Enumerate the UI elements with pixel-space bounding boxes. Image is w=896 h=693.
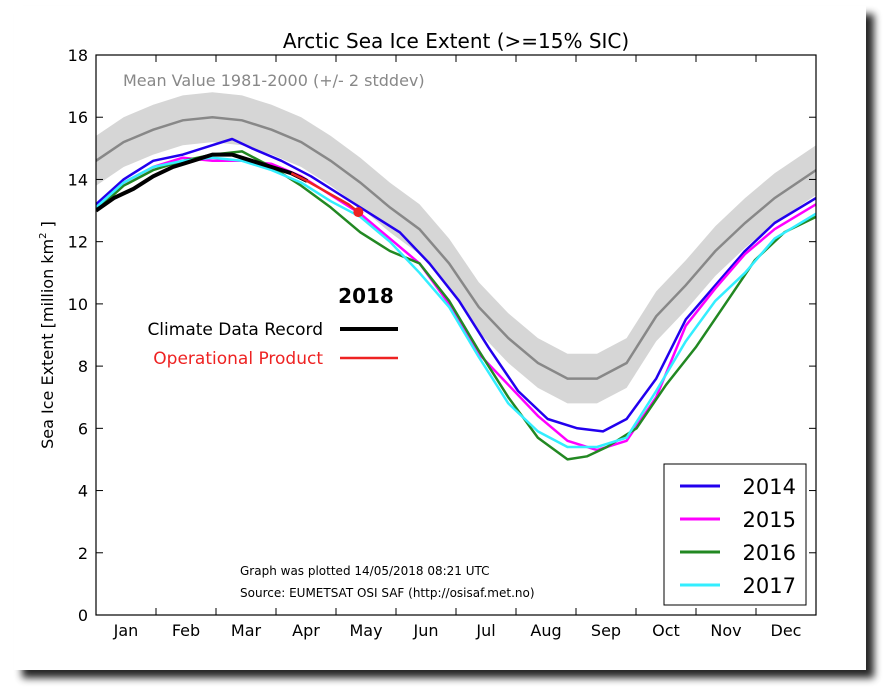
plot-source: Source: EUMETSAT OSI SAF (http://osisaf.… [240,586,535,600]
month-label-jan: Jan [113,621,139,640]
series-line-2014 [96,137,816,433]
y-tick-label: 18 [68,46,88,65]
month-label-jun: Jun [413,621,439,640]
month-label-may: May [349,621,382,640]
current-value-marker [353,207,364,218]
plot-timestamp: Graph was plotted 14/05/2018 08:21 UTC [240,564,490,578]
stddev-band [96,92,816,404]
month-label-dec: Dec [771,621,802,640]
mean-line [96,115,816,380]
y-tick-label: 2 [78,544,88,563]
year-heading: 2018 [338,284,394,308]
legend-label-2017: 2017 [743,574,796,598]
y-axis-label: Sea Ice Extent [million km2 ] [38,221,57,449]
series-line-climate-data-record [96,152,308,213]
month-label-jul: Jul [475,621,495,640]
y-axis-label-end: ] [38,221,57,232]
month-label-mar: Mar [231,621,262,640]
month-label-oct: Oct [652,621,680,640]
x-axis: Jan Feb Mar Apr May Jun Jul Aug Sep Oct Nov Dec [113,55,802,640]
month-label-sep: Sep [591,621,621,640]
legend-label-operational-product: Operational Product [153,349,323,369]
y-tick-label: 8 [78,357,88,376]
y-tick-label: 12 [68,233,88,252]
y-tick-label: 4 [78,482,88,501]
month-label-aug: Aug [530,621,561,640]
legend-label-2014: 2014 [743,475,796,499]
series-line-operational-product [290,172,360,214]
mean-value-label: Mean Value 1981-2000 (+/- 2 stddev) [123,71,425,90]
y-tick-label: 10 [68,295,88,314]
year-legend: 2014 2015 2016 2017 [663,463,807,606]
y-tick-label: 0 [78,606,88,625]
legend-label-2016: 2016 [743,541,796,565]
y-tick-label: 6 [78,419,88,438]
y-tick-label: 14 [68,170,88,189]
series-line-2015 [96,156,816,452]
series-layer [96,115,816,461]
y-axis: 0 2 4 6 8 10 12 14 16 18 [68,46,816,625]
month-label-feb: Feb [172,621,200,640]
month-label-apr: Apr [292,621,320,640]
y-axis-label-superscript: 2 [38,232,49,238]
chart-title: Arctic Sea Ice Extent (>=15% SIC) [283,29,629,53]
month-label-nov: Nov [710,621,741,640]
y-axis-label-main: Sea Ice Extent [million km [38,239,57,449]
legend-label-2015: 2015 [743,508,796,532]
series-line-2017 [96,156,816,449]
data-source-legend: Climate Data Record Operational Product [147,320,398,369]
plot-area [96,92,816,461]
y-tick-label: 16 [68,108,88,127]
legend-label-climate-data-record: Climate Data Record [147,320,323,340]
